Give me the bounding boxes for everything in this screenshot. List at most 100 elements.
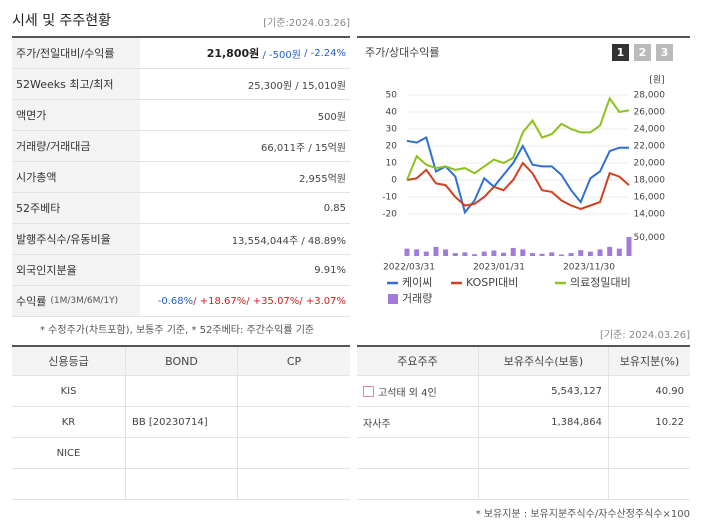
expand-icon[interactable] <box>363 385 374 397</box>
value-cell: 25,300원 / 15,010원 <box>248 69 346 99</box>
tab-button[interactable] <box>612 44 629 61</box>
volume-bar <box>520 249 526 256</box>
header-cell: 보유지분(%) <box>608 347 690 376</box>
y-tick-label: 40 <box>386 108 398 118</box>
title: 시세 및 주주현황 <box>12 13 112 29</box>
date: [기준: 2024.03.26] <box>599 330 690 341</box>
volume-bar <box>616 248 622 256</box>
value: NICE <box>56 447 81 459</box>
volume-bar <box>443 249 449 256</box>
row: 52주베타 0.85 <box>12 193 350 224</box>
y2-tick-label: 22,000 <box>634 142 666 152</box>
cell <box>478 438 608 469</box>
cell <box>237 469 350 500</box>
header: 신용등급 <box>48 355 89 368</box>
tab-button[interactable] <box>634 44 651 61</box>
tab-label: 3 <box>661 46 669 59</box>
value: 5,543,127 <box>551 385 602 397</box>
header: 주요주주 <box>397 355 438 368</box>
y2-tick-label: 20,000 <box>634 159 666 169</box>
legend-label: KOSPI대비 <box>466 276 518 289</box>
value: / -2.24% <box>300 47 346 59</box>
x-tick-label: 2023/01/31 <box>473 263 525 273</box>
cell <box>357 438 478 469</box>
value: BB [20230714] <box>132 416 208 428</box>
cell <box>125 438 237 469</box>
chart-title: 주가/상대수익률 <box>365 46 440 59</box>
y-tick-label: 0 <box>391 176 397 186</box>
volume-bar <box>501 252 507 256</box>
value-cell: 9.91% <box>314 255 346 285</box>
row: 외국인지분율 9.91% <box>12 255 350 286</box>
volume-bar <box>404 248 410 256</box>
legend-label: 거래량 <box>402 292 432 305</box>
rule <box>12 36 350 38</box>
volume-bar <box>568 253 574 256</box>
volume-bar <box>529 253 535 256</box>
legend-swatch <box>388 294 398 304</box>
cell <box>478 469 608 500</box>
y2-tick-label: 26,000 <box>634 108 666 118</box>
value: 13,554,044주 / 48.89% <box>231 235 346 247</box>
volume-bar <box>452 253 458 256</box>
price-table: 주가/전일대비/수익률 21,800원 / -500원 / -2.24% 52Wee… <box>12 38 350 318</box>
volume-bar <box>491 250 497 256</box>
cell: KR <box>12 407 125 438</box>
cell: NICE <box>12 438 125 469</box>
label-cell: 시가총액 <box>12 162 140 192</box>
series-line <box>406 96 630 181</box>
row: 주가/전일대비/수익률 21,800원 / -500원 / -2.24% <box>12 38 350 69</box>
volume-bar <box>597 249 603 256</box>
y-tick-label: 20 <box>386 142 398 152</box>
value-cell: 0.85 <box>324 193 346 223</box>
volume-bar <box>549 252 555 256</box>
footnote: * 수정주가(차트포함), 보통주 기준, * 52주베타: 주간수익률 기준 <box>40 325 315 336</box>
cell <box>357 469 478 500</box>
row: 액면가 500원 <box>12 100 350 131</box>
value-cell: 13,554,044주 / 48.89% <box>232 224 346 254</box>
y2-tick-label: 18,000 <box>634 176 666 186</box>
series-line <box>406 136 629 215</box>
volume-bar <box>481 251 487 256</box>
label: 52주베타 <box>16 202 61 215</box>
value-cell: -0.68% / +18.67% / +35.07% / +3.07% <box>158 286 346 316</box>
y2-tick-label: 28,000 <box>634 91 666 101</box>
rating-table: 신용등급 BOND CP KIS KR BB [20230714] NICE <box>12 345 350 501</box>
value: 9.91% <box>314 264 346 276</box>
header-cell: 신용등급 <box>12 347 125 376</box>
chart: 주가/상대수익률 1 2 3 [원] 50 40 30 20 10 0 -10 -20 28,000 26… <box>365 44 673 305</box>
cell <box>237 376 350 407</box>
value: KIS <box>60 385 77 397</box>
tab-button[interactable] <box>656 44 673 61</box>
volume-bar <box>539 253 545 256</box>
series-line <box>406 161 630 210</box>
value: / +35.07% <box>246 295 300 307</box>
cell <box>125 376 237 407</box>
value: 1,384,864 <box>551 416 602 428</box>
label: 주가/전일대비/수익률 <box>16 47 115 60</box>
cell <box>237 438 350 469</box>
label-cell: 주가/전일대비/수익률 <box>12 38 140 68</box>
volume-bar <box>462 252 468 256</box>
label: 액면가 <box>16 109 47 122</box>
value: 2,955억원 <box>298 173 346 185</box>
cell <box>237 407 350 438</box>
volume-bar <box>510 247 516 256</box>
legend-label: 케이씨 <box>402 276 432 289</box>
y-tick-label: 30 <box>386 125 398 135</box>
header-cell: 보유주식수(보통) <box>478 347 608 376</box>
value: / -500원 <box>259 49 301 61</box>
value-cell: 21,800원 / -500원 / -2.24% <box>207 38 346 68</box>
volume-bar <box>626 236 632 256</box>
cell <box>608 469 690 500</box>
label: 52Weeks 최고/최저 <box>16 78 114 91</box>
unit: [원] <box>649 75 664 86</box>
volume-bar <box>472 254 478 256</box>
label-cell: 52주베타 <box>12 193 140 223</box>
y-tick-label: -20 <box>382 210 397 220</box>
y2-tick-label: 16,000 <box>634 193 666 203</box>
value: / +3.07% <box>299 295 346 307</box>
row: 시가총액 2,955억원 <box>12 162 350 193</box>
cell <box>608 438 690 469</box>
